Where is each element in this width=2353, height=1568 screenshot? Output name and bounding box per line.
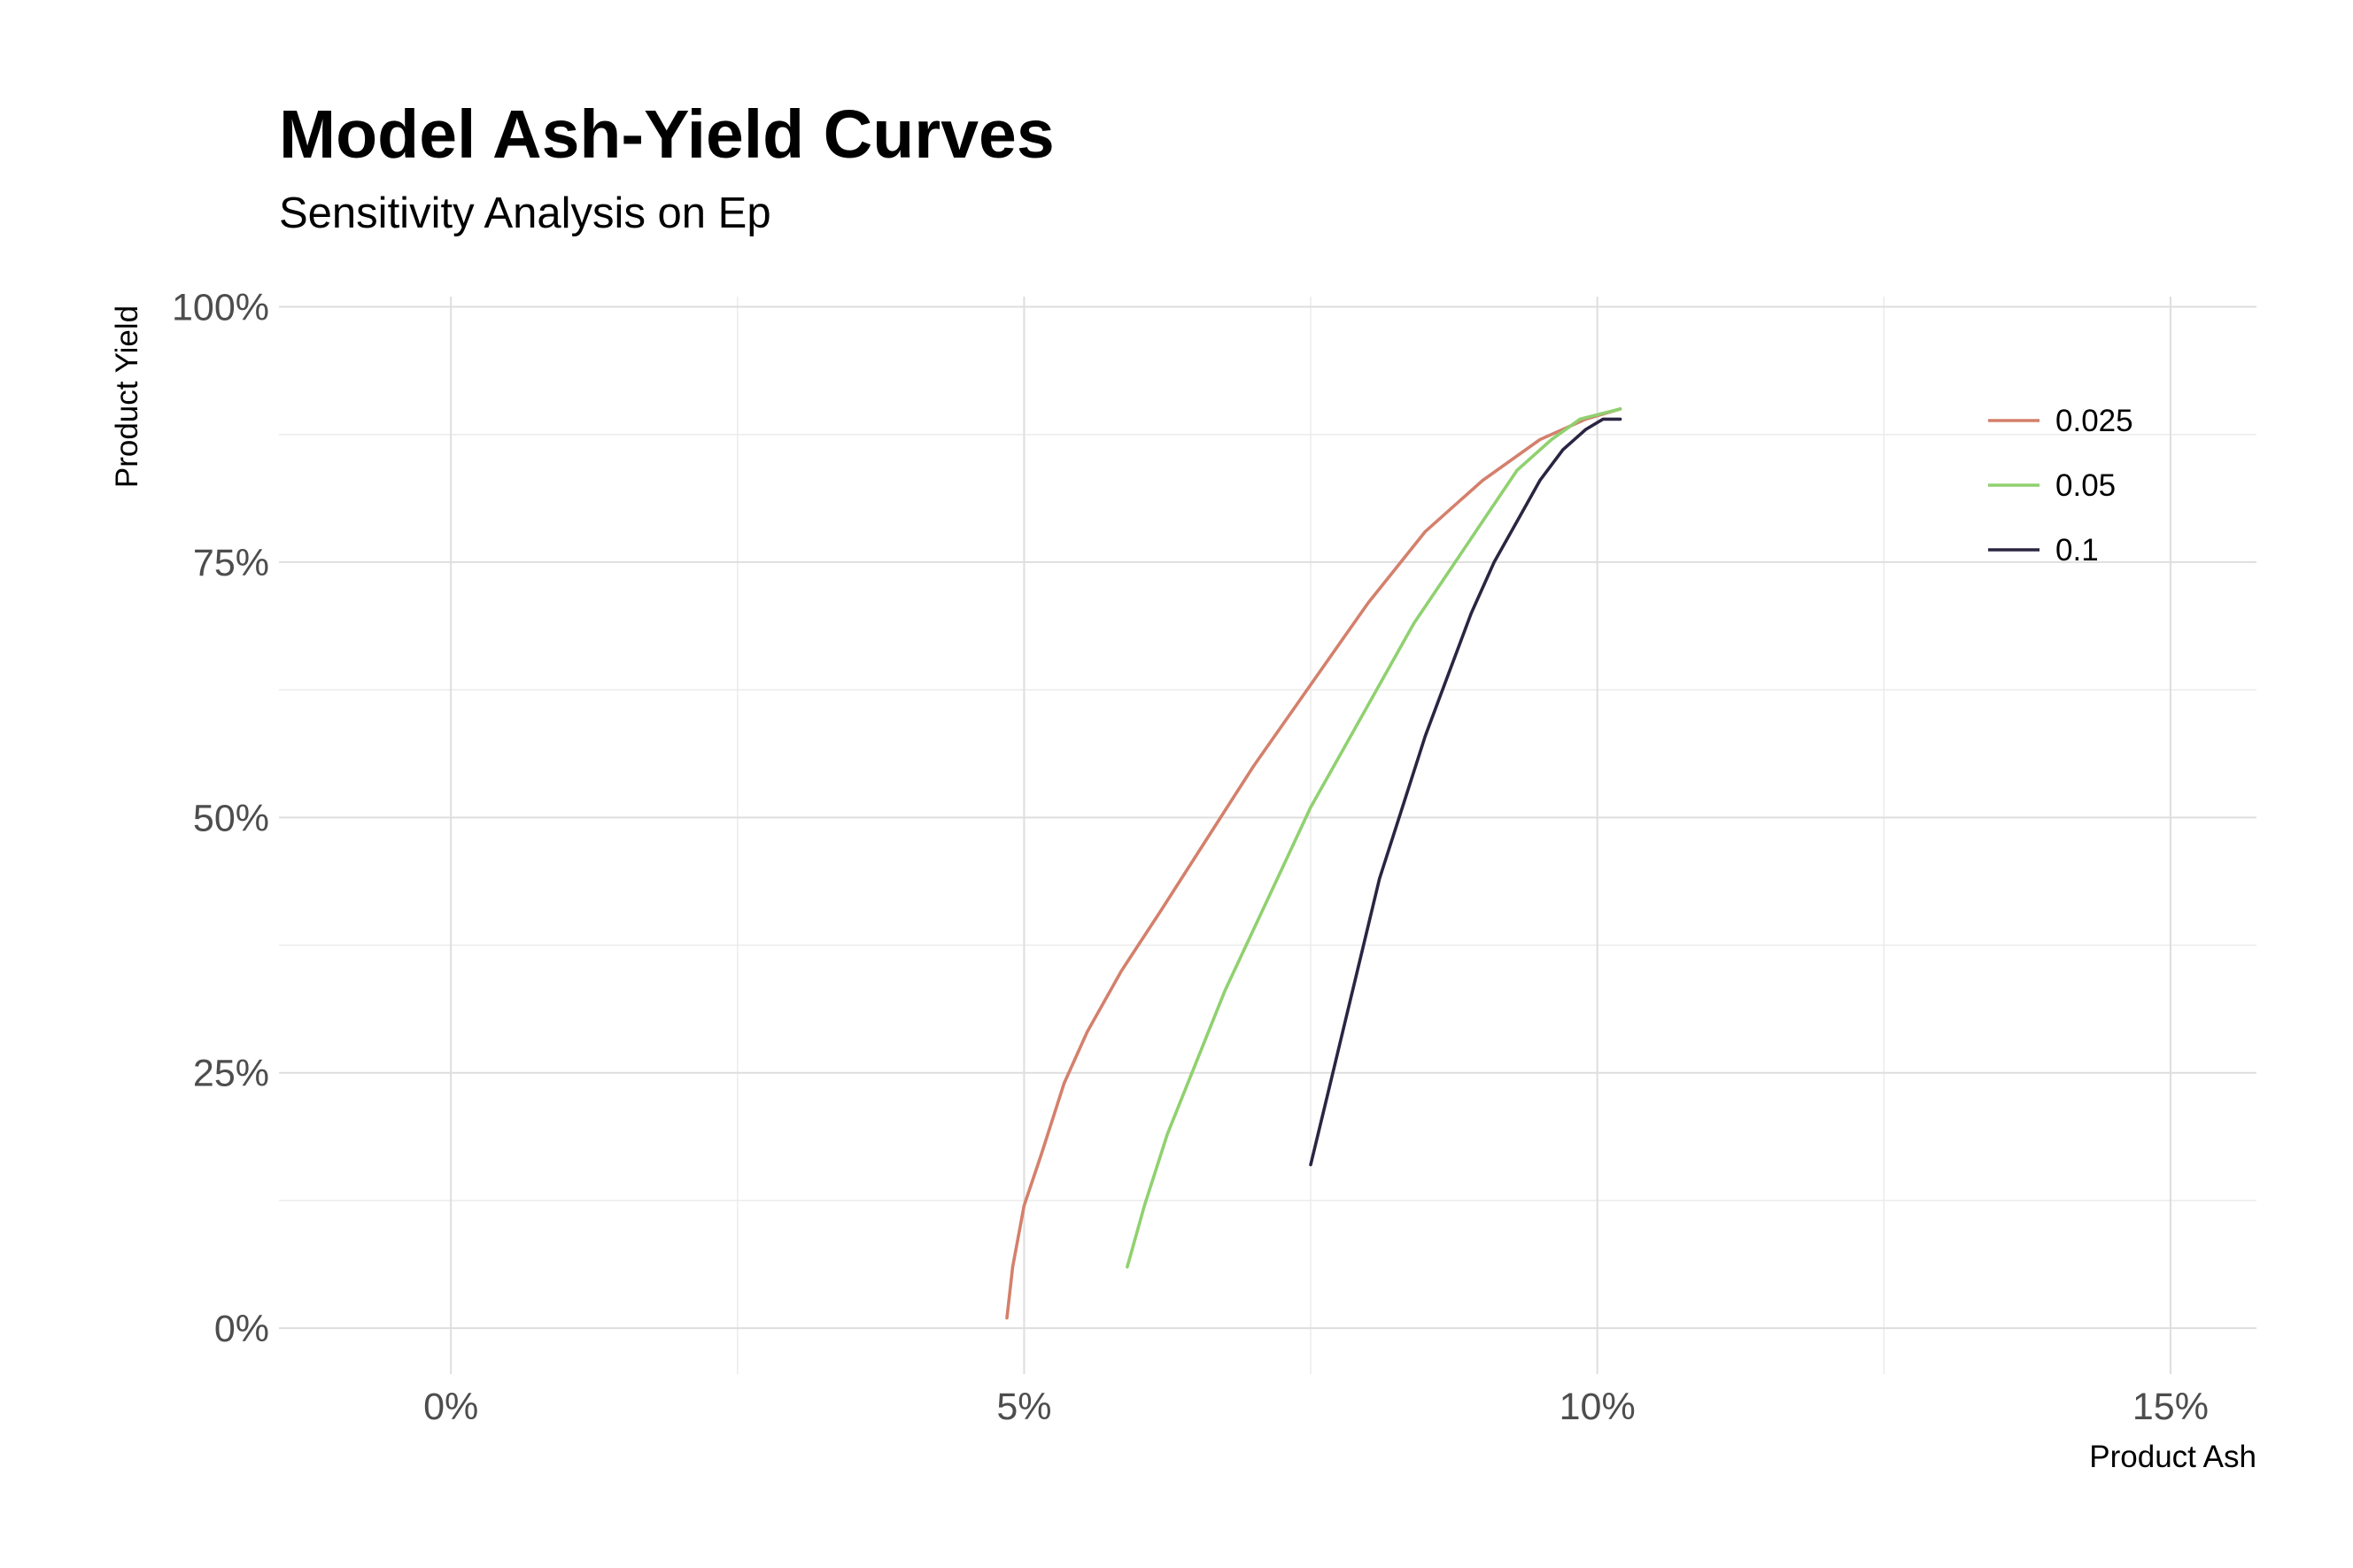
x-tick-label: 0% — [423, 1386, 478, 1428]
tick-labels: 0% 5% 10% 15% 0% 25% 50% 75% 100% — [172, 287, 2209, 1428]
y-tick-label: 0% — [214, 1308, 269, 1350]
chart-title: Model Ash-Yield Curves — [279, 97, 1055, 173]
y-tick-label: 50% — [193, 797, 269, 839]
x-tick-label: 5% — [996, 1386, 1051, 1428]
chart-subtitle: Sensitivity Analysis on Ep — [279, 189, 771, 237]
legend-label: 0.025 — [2055, 404, 2133, 438]
legend-label: 0.05 — [2055, 468, 2116, 503]
series-group — [1005, 407, 1622, 1320]
y-tick-label: 75% — [193, 542, 269, 584]
y-tick-label: 100% — [172, 287, 269, 329]
y-tick-label: 25% — [193, 1053, 269, 1095]
series-line-0-05 — [1126, 407, 1622, 1269]
y-axis-title: Product Yield — [110, 305, 144, 488]
x-tick-label: 10% — [1560, 1386, 1636, 1428]
series-line-0-1 — [1309, 417, 1622, 1167]
series-line-0-025 — [1005, 407, 1622, 1320]
x-axis-title: Product Ash — [2089, 1440, 2256, 1474]
legend-label: 0.1 — [2055, 533, 2099, 568]
grid — [279, 297, 2256, 1374]
x-tick-label: 15% — [2132, 1386, 2209, 1428]
legend: 0.025 0.05 0.1 — [1988, 404, 2133, 568]
